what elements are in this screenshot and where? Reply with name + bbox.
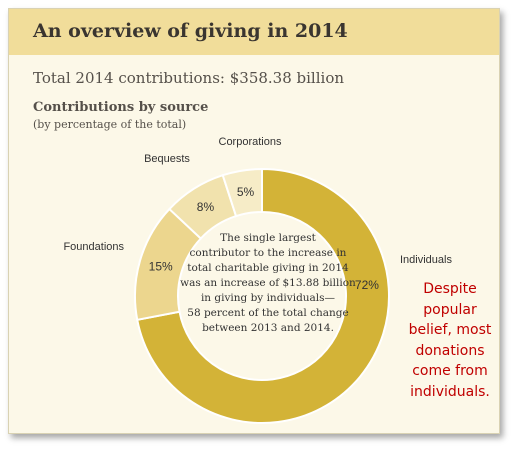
note-line: individuals. (395, 382, 500, 403)
category-label-individuals: Individuals (400, 254, 452, 266)
note-line: donations (395, 341, 500, 362)
category-label-corporations: Corporations (219, 136, 282, 148)
note-line: popular (395, 300, 500, 321)
center-line: 58 percent of the total change (177, 306, 359, 321)
value-label-bequests: 8% (197, 200, 215, 214)
red-callout-note: Despite popular belief, most donations c… (395, 279, 500, 402)
center-line: was an increase of $13.88 billion (177, 276, 359, 291)
category-label-foundations: Foundations (63, 241, 124, 253)
center-line: in giving by individuals— (177, 291, 359, 306)
value-label-corporations: 5% (237, 185, 255, 199)
note-line: belief, most (395, 320, 500, 341)
center-annotation: The single largest contributor to the in… (177, 231, 359, 336)
center-line: total charitable giving in 2014 (177, 261, 359, 276)
note-line: Despite (395, 279, 500, 300)
giving-overview-card: An overview of giving in 2014 Total 2014… (8, 8, 500, 434)
center-line: contributor to the increase in (177, 246, 359, 261)
center-line: between 2013 and 2014. (177, 321, 359, 336)
note-line: come from (395, 361, 500, 382)
category-label-bequests: Bequests (144, 153, 190, 165)
value-label-foundations: 15% (149, 260, 173, 274)
center-line: The single largest (177, 231, 359, 246)
